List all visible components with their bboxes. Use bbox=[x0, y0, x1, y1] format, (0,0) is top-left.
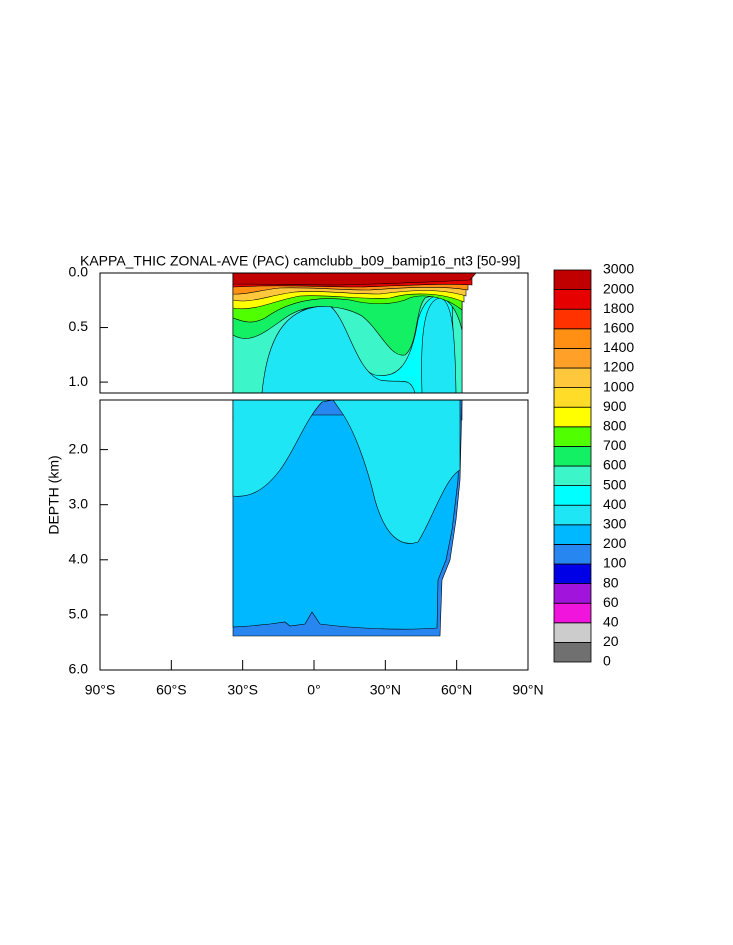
colorbar-box bbox=[553, 445, 592, 467]
colorbar-label: 0 bbox=[603, 653, 611, 669]
colorbar-box bbox=[553, 328, 592, 349]
contour-fill bbox=[232, 399, 461, 544]
x-tick-label: 30°S bbox=[227, 682, 258, 698]
colorbar-box bbox=[553, 289, 592, 310]
colorbar-label: 500 bbox=[603, 476, 627, 492]
colorbar-label: 100 bbox=[603, 555, 627, 571]
colorbar-label: 3000 bbox=[603, 261, 634, 277]
colorbar-box bbox=[553, 347, 592, 369]
colorbar-box bbox=[553, 308, 592, 330]
x-tick-label: 90°S bbox=[85, 682, 116, 698]
colorbar-label: 300 bbox=[603, 516, 627, 532]
colorbar-label: 1000 bbox=[603, 378, 634, 394]
colorbar-label: 700 bbox=[603, 437, 627, 453]
colorbar-label: 1200 bbox=[603, 359, 634, 375]
colorbar-box bbox=[553, 524, 592, 545]
x-tick-label: 90°N bbox=[512, 682, 543, 698]
panel-frame bbox=[99, 272, 529, 394]
y-tick-label: 6.0 bbox=[69, 661, 89, 677]
colorbar-box bbox=[553, 642, 592, 663]
colorbar-box bbox=[553, 465, 592, 487]
y-tick-label: 5.0 bbox=[69, 606, 89, 622]
colorbar-label: 80 bbox=[603, 574, 619, 590]
y-axis-label: DEPTH (km) bbox=[46, 455, 62, 534]
contour-fill bbox=[232, 272, 477, 286]
colorbar-box bbox=[553, 426, 592, 447]
colorbar-box bbox=[553, 406, 592, 428]
x-tick-label: 30°N bbox=[370, 682, 401, 698]
colorbar-box bbox=[553, 622, 592, 643]
contour-fill bbox=[261, 305, 416, 394]
colorbar-label: 2000 bbox=[603, 280, 634, 296]
x-tick-label: 60°S bbox=[156, 682, 187, 698]
colorbar-label: 40 bbox=[603, 614, 619, 630]
colorbar-box bbox=[553, 504, 592, 526]
colorbar-box bbox=[553, 485, 592, 506]
x-tick-label: 60°N bbox=[441, 682, 472, 698]
colorbar-box bbox=[553, 387, 592, 408]
colorbar-label: 1600 bbox=[603, 320, 634, 336]
y-tick-label: 2.0 bbox=[69, 440, 89, 456]
x-tick-label: 0° bbox=[307, 682, 320, 698]
colorbar-label: 200 bbox=[603, 535, 627, 551]
colorbar-label: 1800 bbox=[603, 300, 634, 316]
colorbar-label: 60 bbox=[603, 594, 619, 610]
colorbar-label: 1400 bbox=[603, 339, 634, 355]
colorbar-box bbox=[553, 583, 592, 604]
colorbar-box bbox=[553, 367, 592, 389]
colorbar-label: 800 bbox=[603, 418, 627, 434]
colorbar-label: 20 bbox=[603, 633, 619, 649]
y-tick-label: 1.0 bbox=[69, 373, 89, 389]
y-tick-label: 0.5 bbox=[69, 318, 89, 334]
y-tick-label: 3.0 bbox=[69, 495, 89, 511]
y-tick-label: 0.0 bbox=[69, 264, 89, 280]
colorbar-box bbox=[553, 602, 592, 624]
colorbar-box bbox=[553, 269, 592, 291]
colorbar-box bbox=[553, 563, 592, 585]
colorbar-box bbox=[553, 544, 592, 565]
colorbar-label: 900 bbox=[603, 398, 627, 414]
colorbar-label: 400 bbox=[603, 496, 627, 512]
chart-title: KAPPA_THIC ZONAL-AVE (PAC) camclubb_b09_… bbox=[80, 253, 520, 269]
colorbar-label: 600 bbox=[603, 457, 627, 473]
y-tick-label: 4.0 bbox=[69, 550, 89, 566]
